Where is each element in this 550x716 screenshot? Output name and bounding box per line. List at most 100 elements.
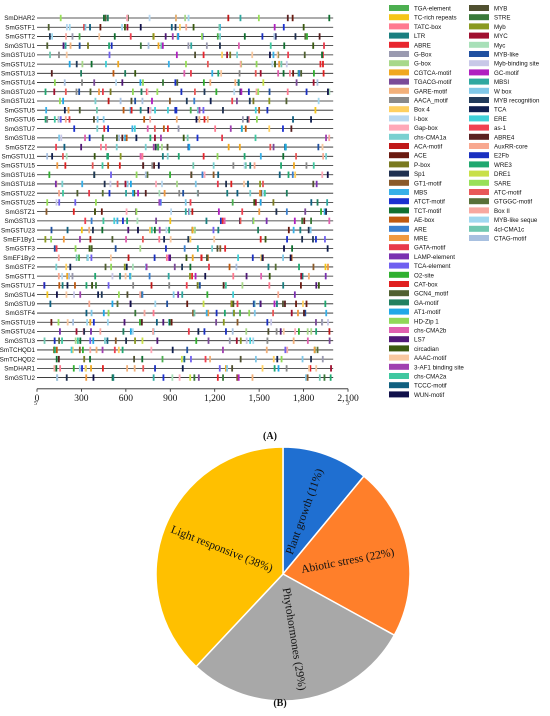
motif-mark — [323, 208, 326, 215]
motif-mark — [197, 189, 200, 197]
motif-mark — [136, 217, 139, 225]
motif-mark — [60, 134, 63, 142]
legend-item: Box 4 — [389, 106, 430, 114]
legend-swatch — [469, 5, 489, 11]
motif-mark — [139, 291, 142, 298]
motif-mark — [204, 355, 207, 363]
motif-mark — [139, 42, 142, 49]
motif-mark — [237, 42, 240, 49]
motif-mark — [50, 236, 53, 243]
motif-mark — [177, 125, 180, 132]
motif-mark — [206, 116, 209, 123]
motif-mark — [44, 116, 47, 123]
motif-mark — [321, 143, 324, 151]
motif-mark — [263, 189, 266, 197]
gene-row: SmGSTU25 — [1, 199, 334, 207]
motif-mark — [269, 42, 272, 49]
gene-row: SmTCHQD2 — [0, 355, 334, 363]
motif-mark — [112, 70, 115, 77]
legend-label: MYB-like — [494, 52, 519, 59]
legend-swatch — [389, 207, 409, 214]
motif-mark — [78, 88, 81, 95]
motif-mark — [305, 374, 307, 381]
gene-row: SmGSTU21 — [1, 97, 334, 105]
x-tick-label: 1,500 — [248, 394, 270, 404]
motif-mark — [200, 254, 203, 261]
motif-mark — [266, 107, 269, 114]
motif-mark — [162, 374, 165, 381]
motif-mark — [315, 319, 317, 326]
motif-mark — [44, 88, 47, 95]
motif-mark — [275, 328, 278, 335]
motif-mark — [255, 88, 258, 95]
motif-mark — [90, 309, 93, 317]
motif-mark — [273, 365, 276, 372]
motif-mark — [278, 171, 281, 178]
legend-swatch — [469, 170, 489, 177]
motif-mark — [104, 337, 106, 344]
motif-mark — [182, 134, 185, 142]
legend-label: ABRE — [414, 42, 431, 49]
legend-swatch — [389, 23, 409, 30]
motif-mark — [167, 272, 170, 280]
motif-mark — [102, 309, 105, 317]
motif-mark — [237, 374, 240, 381]
motif-mark — [106, 14, 109, 22]
motif-mark — [245, 328, 248, 335]
legend-item: chs-CMA2a — [389, 373, 447, 381]
motif-mark — [224, 282, 227, 289]
gene-label: SmGSTU2 — [5, 375, 36, 382]
motif-mark — [106, 319, 109, 326]
motif-mark — [283, 245, 285, 252]
motif-mark — [113, 33, 116, 40]
motif-mark — [197, 328, 200, 335]
motif-mark — [62, 236, 65, 243]
legend-swatch — [469, 207, 489, 214]
motif-mark — [312, 263, 315, 271]
motif-mark — [243, 162, 246, 169]
legend-label: STRE — [494, 15, 511, 22]
motif-mark — [287, 51, 290, 59]
motif-mark — [326, 171, 329, 178]
motif-mark — [93, 116, 95, 123]
motif-mark — [49, 300, 52, 308]
gene-row: SmGSTU7 — [5, 125, 334, 133]
motif-mark — [97, 291, 100, 298]
motif-mark — [80, 226, 83, 234]
motif-mark — [127, 254, 130, 261]
gene-row: SmGSTU3 — [5, 217, 334, 225]
motif-mark — [59, 328, 61, 335]
motif-mark — [165, 245, 167, 252]
motif-mark — [63, 107, 66, 114]
motif-mark — [303, 51, 306, 59]
motif-mark — [146, 171, 149, 178]
motif-mark — [247, 116, 250, 123]
motif-mark — [48, 33, 51, 40]
legend-swatch — [469, 23, 489, 30]
motif-mark — [315, 365, 318, 372]
gene-row: SmGSTF4 — [5, 309, 334, 317]
motif-mark — [249, 162, 252, 169]
motif-mark — [53, 116, 56, 123]
motif-mark — [53, 365, 56, 372]
motif-mark — [203, 328, 206, 335]
motif-mark — [224, 245, 227, 252]
legend-label: MYB — [494, 6, 507, 13]
motif-mark — [282, 153, 285, 160]
motif-mark — [75, 254, 78, 261]
motif-mark — [46, 199, 49, 206]
legend-label: MYC — [494, 33, 508, 40]
motif-mark — [218, 365, 221, 372]
motif-mark — [319, 60, 322, 68]
motif-mark — [83, 328, 86, 335]
legend-item: MRE — [389, 235, 428, 243]
motif-mark — [168, 319, 171, 326]
motif-mark — [116, 180, 119, 188]
motif-mark — [260, 254, 263, 261]
legend-label: TATC-box — [414, 24, 442, 31]
motif-mark — [83, 24, 86, 31]
motif-mark — [276, 355, 279, 363]
pie-slice — [281, 475, 411, 637]
motif-mark — [259, 236, 262, 243]
